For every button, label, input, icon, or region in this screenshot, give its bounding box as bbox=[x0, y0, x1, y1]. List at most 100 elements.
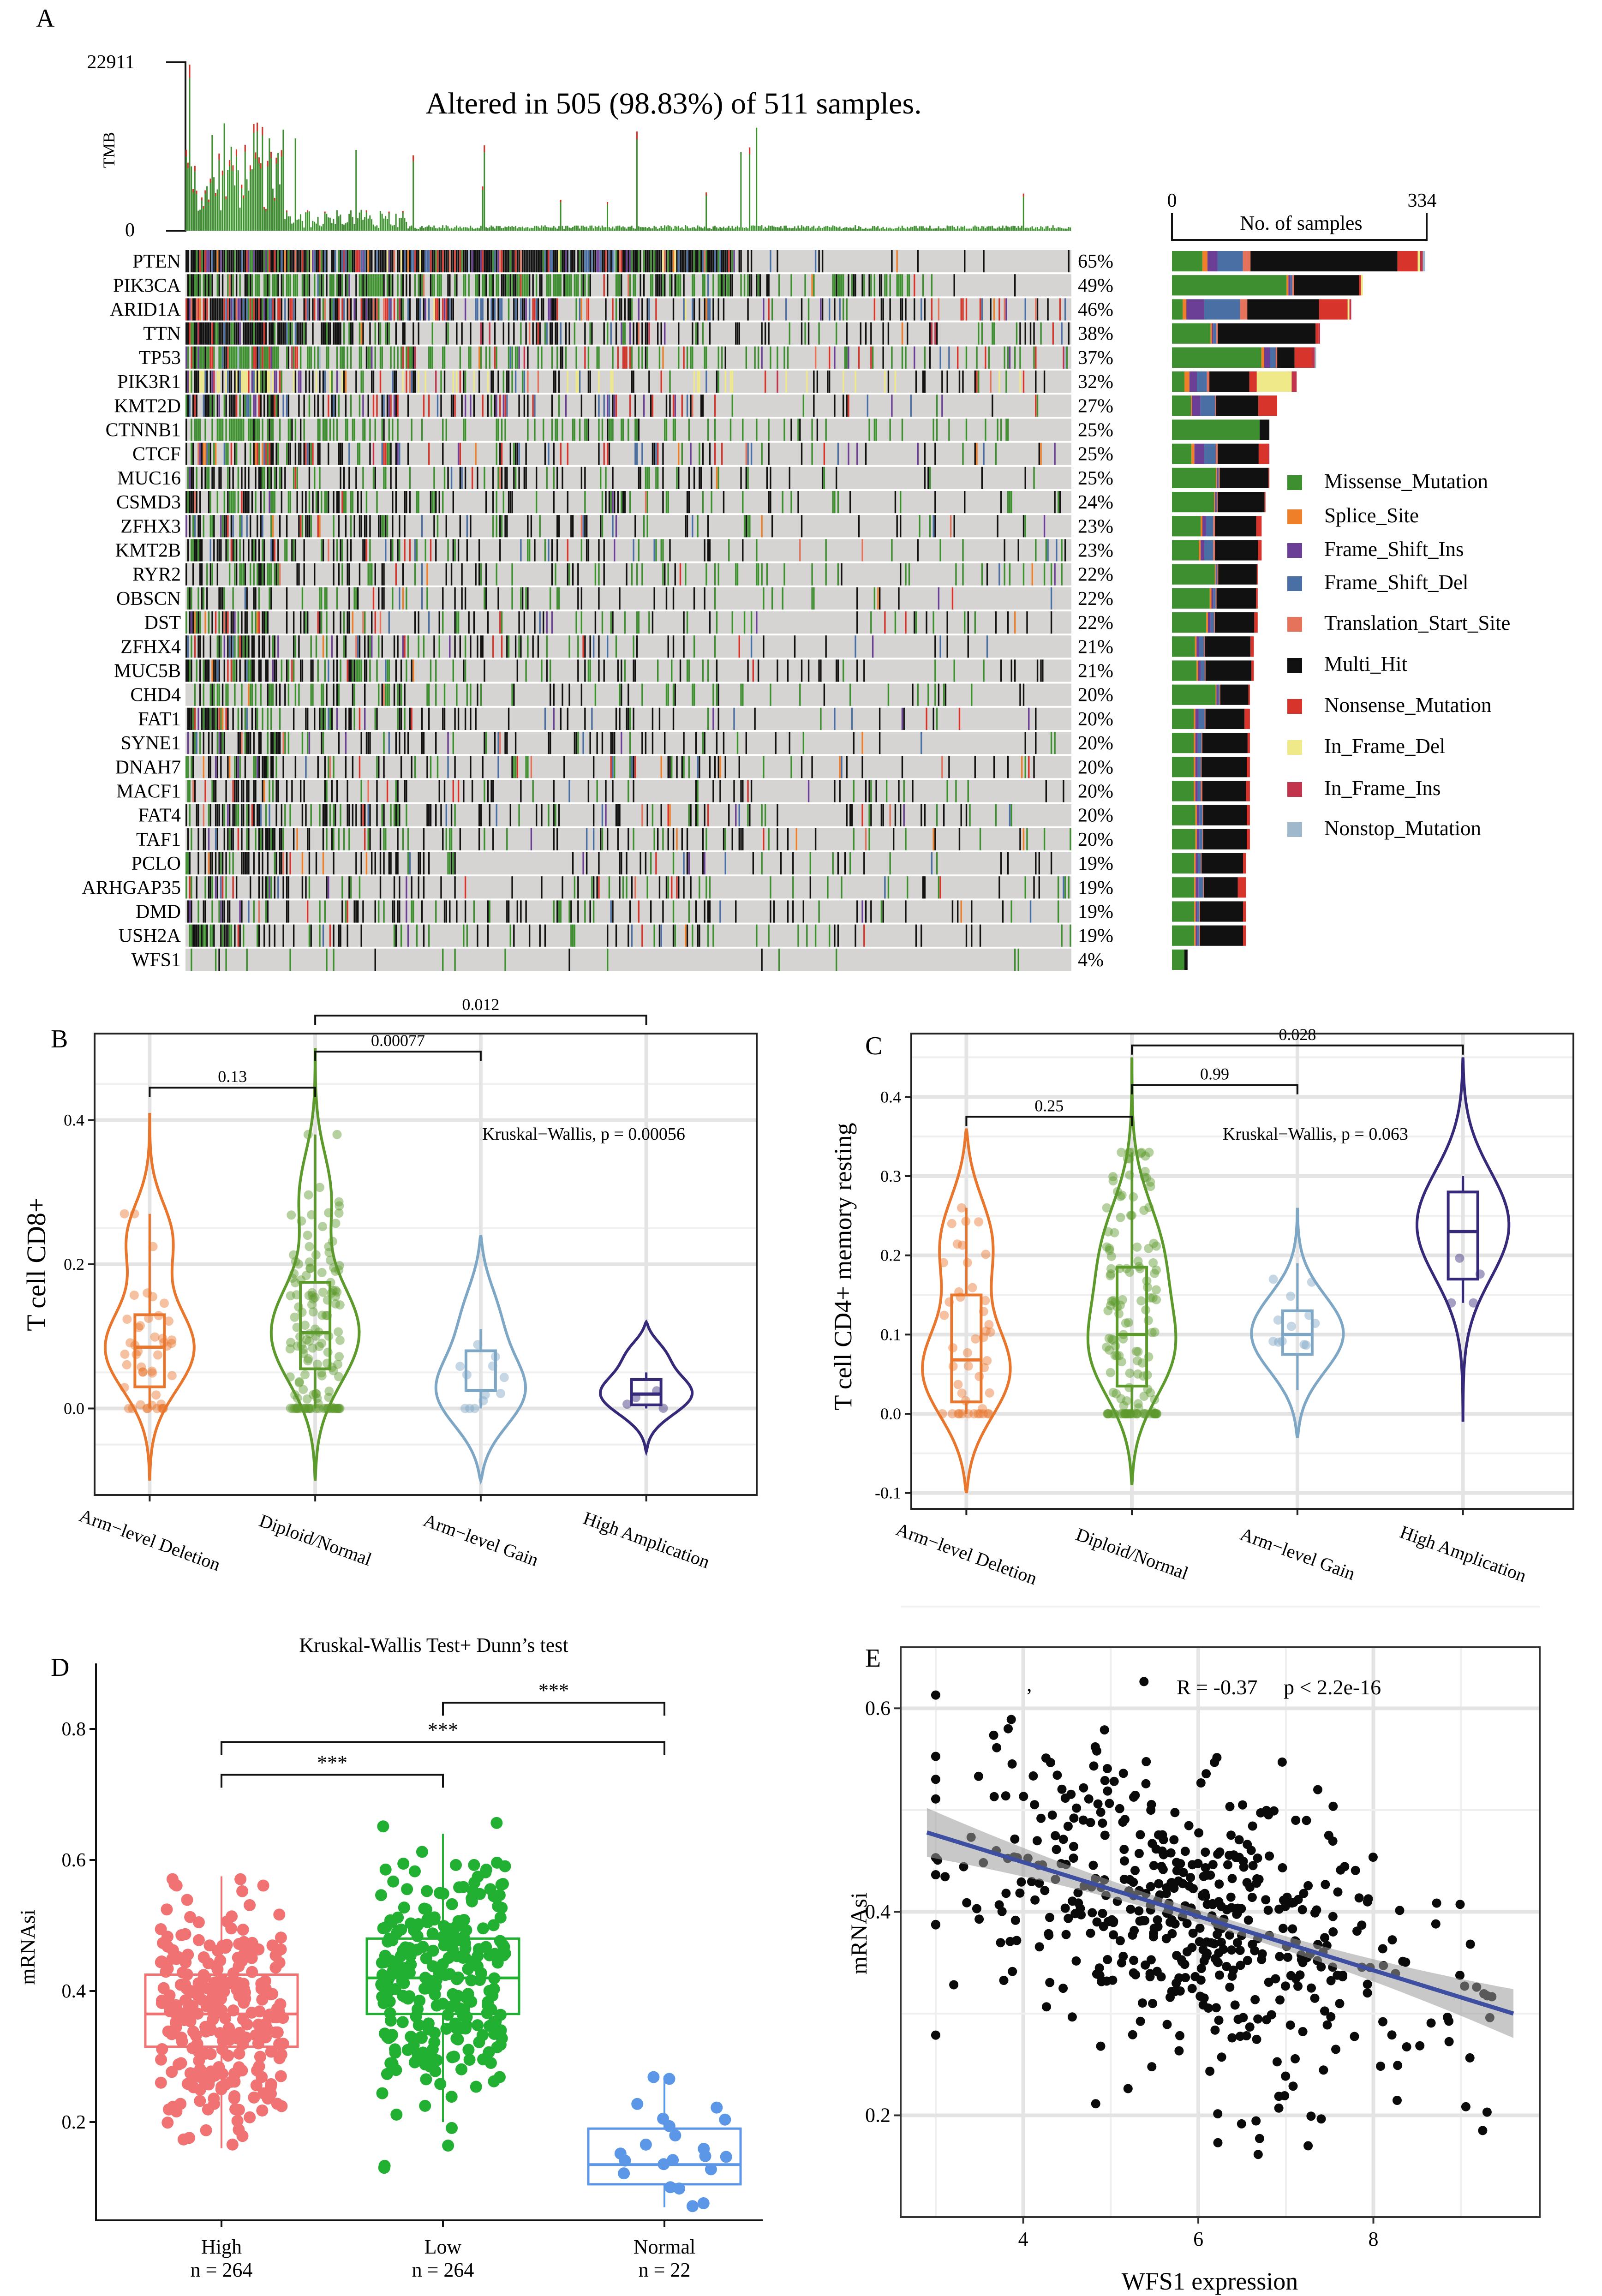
tmb-bar bbox=[400, 218, 402, 231]
mutation-cell bbox=[208, 732, 210, 754]
mutation-cell bbox=[1031, 563, 1033, 586]
mutation-cell bbox=[194, 780, 196, 802]
mutation-cell bbox=[206, 442, 208, 465]
mutation-cell bbox=[664, 419, 666, 441]
mutation-cell bbox=[272, 828, 274, 850]
mutation-cell bbox=[532, 298, 534, 321]
mutation-cell bbox=[246, 322, 248, 345]
legend-label: Nonstop_Mutation bbox=[1324, 817, 1481, 840]
mutation-cell bbox=[742, 419, 744, 441]
mutation-cell bbox=[350, 539, 352, 562]
data-point bbox=[335, 1201, 344, 1211]
gene-bar-segment bbox=[1204, 540, 1213, 561]
mutation-cell bbox=[865, 828, 867, 850]
mutation-cell bbox=[319, 346, 321, 369]
mutation-cell bbox=[699, 466, 700, 489]
mutation-cell bbox=[496, 515, 497, 538]
data-point bbox=[331, 1267, 340, 1276]
mutation-cell bbox=[385, 442, 387, 465]
mutation-cell bbox=[331, 635, 333, 658]
mutation-cell bbox=[383, 515, 385, 538]
mutation-cell bbox=[216, 756, 219, 778]
mutation-cell bbox=[383, 756, 385, 778]
mutation-cell bbox=[834, 780, 836, 802]
mutation-cell bbox=[456, 900, 458, 923]
mutation-cell bbox=[321, 274, 323, 297]
mutation-cell bbox=[801, 322, 803, 345]
mutation-cell bbox=[506, 828, 508, 850]
mutation-cell bbox=[357, 250, 359, 273]
gene-bar-segment bbox=[1213, 516, 1215, 537]
mutation-cell bbox=[299, 780, 302, 802]
mutation-cell bbox=[397, 828, 399, 850]
mutation-cell bbox=[577, 659, 579, 682]
mutation-cell bbox=[884, 274, 886, 297]
gene-bar-segment bbox=[1195, 636, 1197, 657]
tmb-bar bbox=[378, 227, 380, 231]
mutation-cell bbox=[331, 395, 333, 417]
data-point bbox=[315, 1183, 324, 1192]
mutation-cell bbox=[631, 756, 633, 778]
mutation-cell bbox=[849, 491, 851, 514]
mutation-cell bbox=[244, 442, 246, 465]
mutation-cell bbox=[388, 322, 390, 345]
mutation-cell bbox=[255, 322, 257, 345]
mutation-cell bbox=[527, 371, 529, 393]
tmb-bar bbox=[799, 228, 801, 231]
mutation-cell bbox=[237, 732, 239, 754]
tmb-bar bbox=[527, 227, 529, 231]
data-point bbox=[306, 1404, 316, 1413]
mutation-cell bbox=[399, 732, 400, 754]
mutation-cell bbox=[926, 707, 927, 730]
mutation-cell bbox=[263, 274, 265, 297]
mutation-cell bbox=[242, 780, 245, 802]
mutation-cell bbox=[395, 563, 397, 586]
mutation-cell bbox=[381, 442, 383, 465]
tmb-bar bbox=[324, 211, 326, 231]
mutation-cell bbox=[1035, 395, 1037, 417]
mutation-cell bbox=[421, 563, 423, 586]
tmb-bar bbox=[782, 228, 783, 231]
mutation-cell bbox=[617, 346, 619, 369]
mutation-cell bbox=[436, 274, 439, 297]
mutation-cell bbox=[333, 852, 335, 875]
mutation-cell bbox=[340, 466, 341, 489]
gene-bar-segment bbox=[1202, 829, 1203, 849]
data-point bbox=[120, 1383, 129, 1393]
mutation-cell bbox=[494, 250, 496, 273]
mutation-cell bbox=[321, 322, 323, 345]
mutation-cell bbox=[853, 828, 855, 850]
mutation-cell bbox=[553, 274, 555, 297]
mutation-cell bbox=[501, 635, 503, 658]
mutation-cell bbox=[237, 611, 239, 634]
mutation-cell bbox=[388, 250, 390, 273]
mutation-cell bbox=[768, 491, 770, 514]
mutation-cell bbox=[192, 780, 194, 802]
mutation-cell bbox=[520, 635, 522, 658]
mutation-cell bbox=[601, 515, 604, 538]
mutation-cell bbox=[523, 250, 526, 273]
mutation-cell bbox=[839, 756, 841, 778]
mutation-cell bbox=[221, 852, 224, 875]
gene-bar-segment bbox=[1196, 901, 1197, 922]
tmb-bar bbox=[735, 227, 737, 231]
mutation-cell bbox=[397, 852, 399, 875]
data-point bbox=[158, 1404, 168, 1413]
mutation-cell bbox=[348, 250, 350, 273]
mutation-cell bbox=[253, 250, 255, 273]
mutation-cell bbox=[912, 780, 914, 802]
mutation-cell bbox=[707, 419, 709, 441]
mutation-cell bbox=[814, 828, 817, 850]
mutation-cell bbox=[962, 539, 964, 562]
mutation-cell bbox=[624, 611, 626, 634]
legend-label: Multi_Hit bbox=[1324, 652, 1408, 676]
gene-bar-segment bbox=[1202, 251, 1207, 272]
gene-bar-segment bbox=[1268, 443, 1270, 464]
mutation-cell bbox=[267, 876, 269, 899]
mutation-cell bbox=[586, 515, 588, 538]
tmb-bar bbox=[537, 226, 539, 231]
mutation-cell bbox=[628, 828, 629, 850]
mutation-cell bbox=[299, 659, 302, 682]
mutation-cell bbox=[223, 442, 226, 465]
mutation-cell bbox=[328, 756, 329, 778]
